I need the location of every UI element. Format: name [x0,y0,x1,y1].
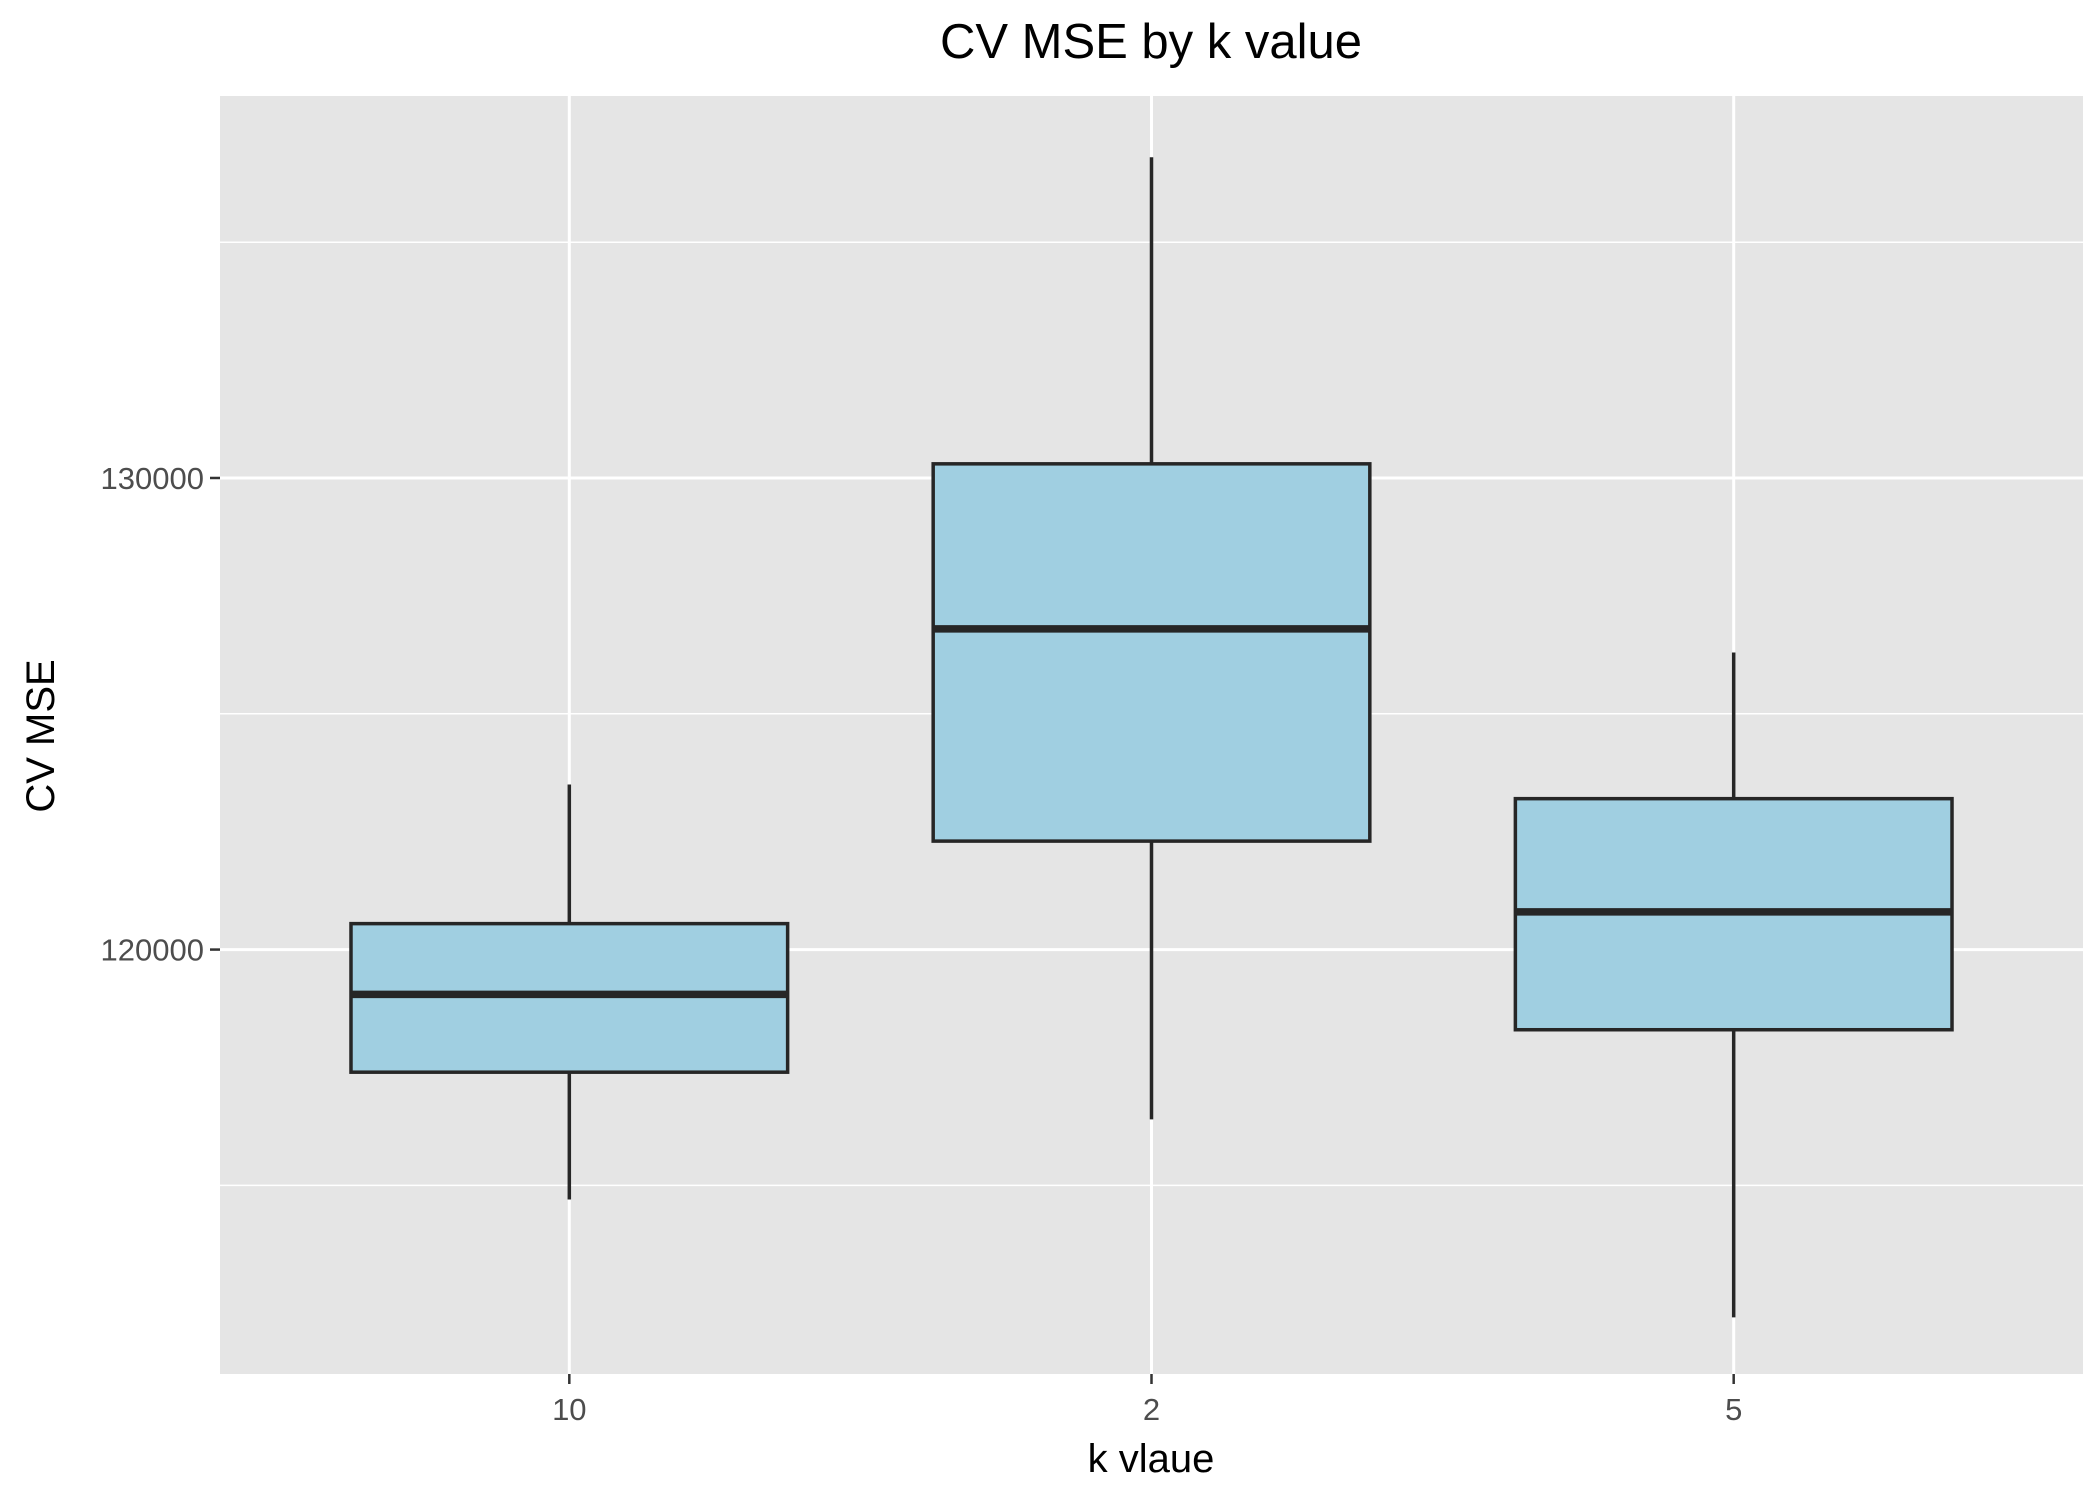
x-tick-label: 10 [552,1392,586,1427]
y-tick-label: 130000 [101,461,204,496]
box-group [1513,652,1954,1318]
chart-title: CV MSE by k value [940,15,1362,69]
box-iqr [931,462,1372,843]
x-axis-title: k vlaue [1088,1437,1215,1481]
y-axis: 120000 130000 [101,461,220,968]
x-tick-label: 2 [1143,1392,1160,1427]
box-group [349,784,790,1200]
box-series [349,157,1954,1318]
box-group [931,157,1372,1120]
x-axis: 10 2 5 [552,1374,1742,1427]
y-axis-title: CV MSE [19,659,63,812]
y-tick-label: 120000 [101,933,204,968]
x-tick-label: 5 [1725,1392,1742,1427]
